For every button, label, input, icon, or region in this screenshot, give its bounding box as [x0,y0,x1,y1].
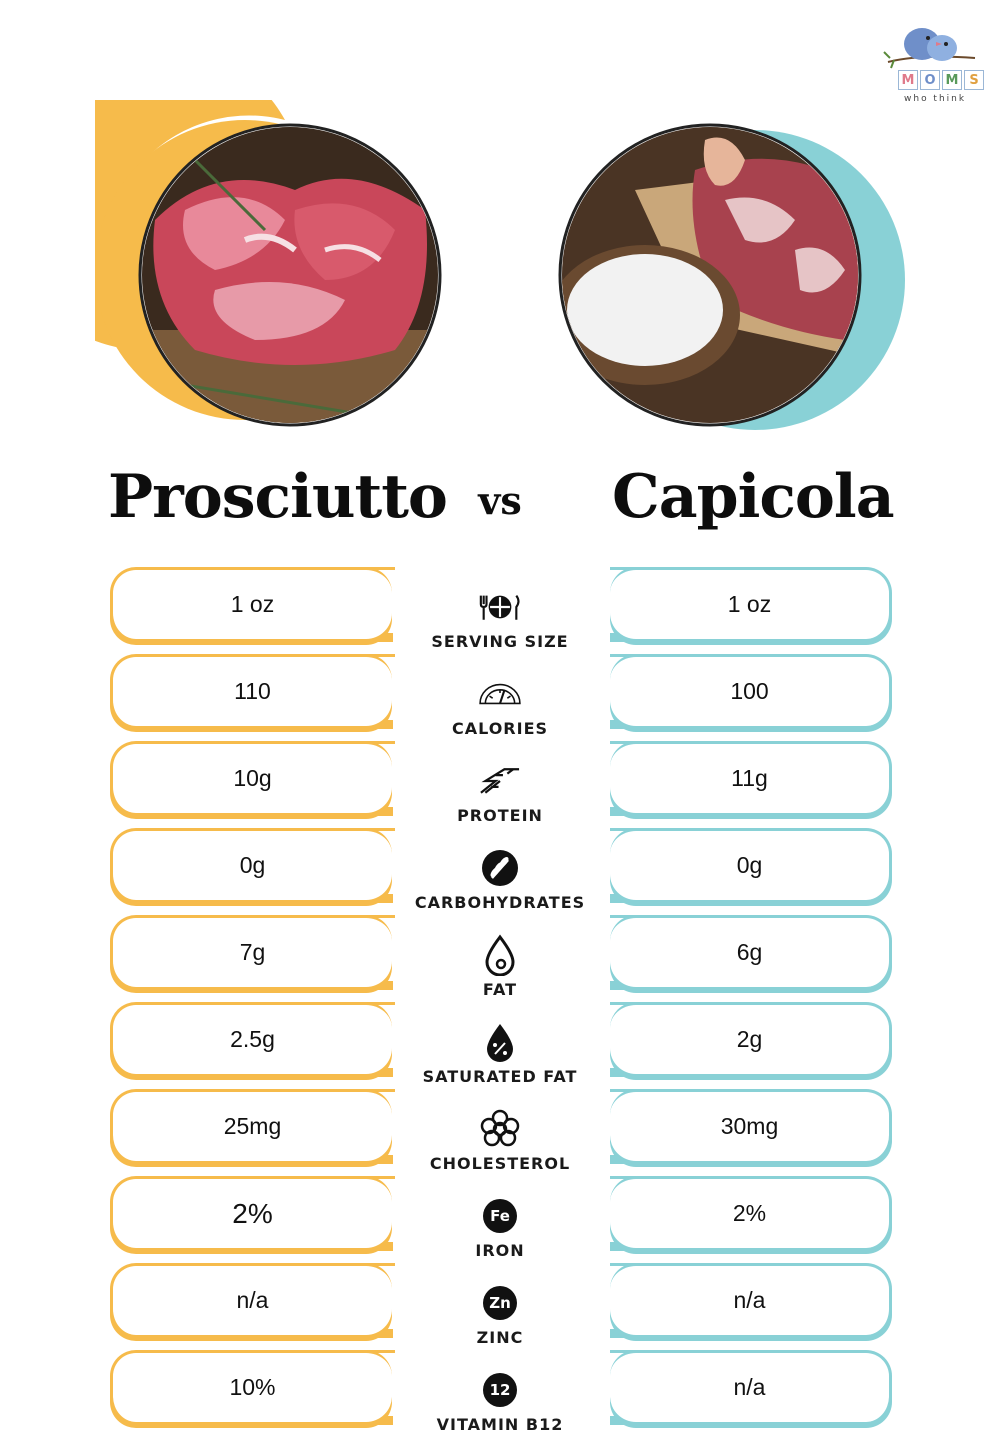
table-row: 10g PROTEIN 11g [0,741,1000,828]
percent-drop-icon [478,1021,522,1063]
brand-logo: M O M S who think [880,14,985,109]
nutrient-label: VITAMIN B12 [436,1415,564,1434]
prosciutto-value: 0g [110,828,395,900]
zinc-badge: Zn [483,1286,517,1320]
table-row: 1 oz SERVING SIZE 1 oz [0,567,1000,654]
nutrient-label-group: SERVING SIZE [400,567,600,651]
capicola-value: 30mg [610,1089,892,1161]
capicola-photo [555,100,905,440]
iron-badge: Fe [483,1199,517,1233]
bird-icon [883,28,976,69]
table-row: 25mg CHOLESTEROL 30mg [0,1089,1000,1176]
nutrient-label-group: CALORIES [400,654,600,738]
prosciutto-value: 25mg [110,1089,395,1161]
nutrient-label: SATURATED FAT [422,1067,578,1086]
utensils-plate-icon [478,586,522,628]
prosciutto-value: 2.5g [110,1002,395,1074]
protein-helix-icon [478,760,522,802]
prosciutto-value: 1 oz [110,567,395,639]
nutrient-label: CALORIES [451,719,549,738]
vs-label: vs [478,478,522,523]
prosciutto-value: 7g [110,915,395,987]
capicola-value: 11g [610,741,892,813]
nutrient-label: FAT [482,980,518,999]
nutrient-label: PROTEIN [457,806,543,825]
nutrient-label-group: SATURATED FAT [400,1002,600,1086]
zinc-badge-icon: Zn [478,1282,522,1324]
nutrient-label-group: CARBOHYDRATES [400,828,600,912]
capicola-value: n/a [610,1350,892,1422]
capicola-value: 6g [610,915,892,987]
b12-badge: 12 [483,1373,517,1407]
capicola-value: 100 [610,654,892,726]
drop-icon [478,934,522,976]
right-food-title: Capicola [612,462,895,532]
nutrient-label-group: PROTEIN [400,741,600,825]
capicola-value: n/a [610,1263,892,1335]
nutrient-label: IRON [475,1241,525,1260]
table-row: 0g CARBOHYDRATES 0g [0,828,1000,915]
table-row: 110 CALORIES 100 [0,654,1000,741]
table-row: 2.5g SATURATED FAT 2g [0,1002,1000,1089]
nutrient-label-group: CHOLESTEROL [400,1089,600,1173]
prosciutto-value: 110 [110,654,395,726]
capicola-value: 2% [610,1176,892,1248]
wheat-icon [478,847,522,889]
logo-tagline: who think [904,94,967,104]
nutrient-label: CHOLESTEROL [429,1154,571,1173]
nutrient-label-group: Fe IRON [400,1176,600,1260]
logo-letters: M O M S [898,70,984,90]
capicola-value: 0g [610,828,892,900]
nutrient-label-group: Zn ZINC [400,1263,600,1347]
capicola-value: 2g [610,1002,892,1074]
nutrient-label-group: FAT [400,915,600,999]
nutrient-label: SERVING SIZE [431,632,569,651]
b12-badge-icon: 12 [478,1369,522,1411]
logo-letter: O [920,70,940,90]
comparison-table: 1 oz SERVING SIZE 1 oz 110 [0,567,1000,1437]
nutrient-label-group: 12 VITAMIN B12 [400,1350,600,1434]
cholesterol-icon [478,1108,522,1150]
logo-letter: S [964,70,984,90]
prosciutto-value: 10% [110,1350,395,1422]
iron-badge-icon: Fe [478,1195,522,1237]
prosciutto-value: 2% [110,1176,395,1248]
table-row: 10% 12 VITAMIN B12 n/a [0,1350,1000,1437]
table-row: 2% Fe IRON 2% [0,1176,1000,1263]
nutrient-label: CARBOHYDRATES [414,893,586,912]
table-row: n/a Zn ZINC n/a [0,1263,1000,1350]
prosciutto-value: 10g [110,741,395,813]
logo-letter: M [898,70,918,90]
logo-letter: M [942,70,962,90]
nutrient-label: ZINC [476,1328,524,1347]
prosciutto-value: n/a [110,1263,395,1335]
gauge-icon [478,673,522,715]
table-row: 7g FAT 6g [0,915,1000,1002]
capicola-value: 1 oz [610,567,892,639]
left-food-title: Prosciutto [108,462,448,532]
prosciutto-photo [0,40,445,440]
